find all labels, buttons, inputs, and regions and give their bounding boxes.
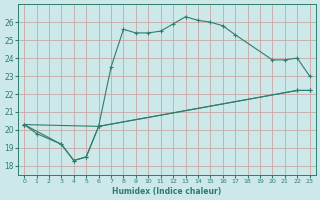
X-axis label: Humidex (Indice chaleur): Humidex (Indice chaleur) xyxy=(112,187,221,196)
